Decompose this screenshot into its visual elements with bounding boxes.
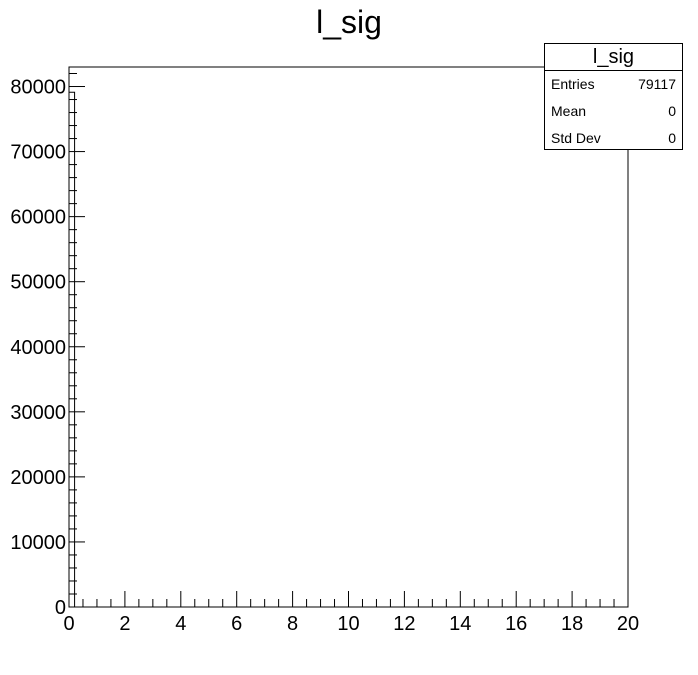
x-tick-label: 12 bbox=[393, 613, 415, 635]
stats-mean-value: 0 bbox=[668, 103, 676, 119]
stats-entries-value: 79117 bbox=[638, 76, 676, 92]
x-tick-label: 0 bbox=[63, 613, 74, 635]
x-tick-label: 6 bbox=[231, 613, 242, 635]
y-tick-label: 0 bbox=[55, 597, 66, 619]
y-tick-label: 60000 bbox=[10, 207, 66, 229]
y-tick-label: 50000 bbox=[10, 272, 66, 294]
stats-box-title: l_sig bbox=[545, 44, 682, 71]
x-tick-label: 10 bbox=[337, 613, 359, 635]
histogram-bin bbox=[68, 91, 76, 607]
x-tick-label: 2 bbox=[119, 613, 130, 635]
x-tick-label: 14 bbox=[449, 613, 471, 635]
y-tick-label: 70000 bbox=[10, 142, 66, 164]
x-axis-ticks bbox=[68, 591, 629, 607]
x-axis-tick-labels: 0 2 4 6 8 10 12 14 16 18 20 bbox=[63, 613, 639, 635]
y-axis-tick-labels: 0 10000 20000 30000 40000 50000 60000 70000 8000… bbox=[10, 77, 66, 619]
y-tick-label: 20000 bbox=[10, 467, 66, 489]
stats-mean-label: Mean bbox=[551, 103, 587, 119]
chart-title: l_sig bbox=[316, 4, 382, 40]
y-axis-ticks bbox=[69, 73, 85, 608]
y-tick-label: 80000 bbox=[10, 77, 66, 99]
x-tick-label: 8 bbox=[287, 613, 298, 635]
stats-box: l_sig Entries 79117 Mean 0 Std Dev 0 bbox=[544, 43, 683, 150]
x-tick-label: 18 bbox=[561, 613, 583, 635]
histogram-bars bbox=[68, 91, 76, 607]
x-tick-label: 4 bbox=[175, 613, 186, 635]
y-tick-label: 30000 bbox=[10, 402, 66, 424]
y-tick-label: 10000 bbox=[10, 532, 66, 554]
stats-entries-label: Entries bbox=[551, 76, 595, 92]
y-tick-label: 40000 bbox=[10, 337, 66, 359]
stats-row-stddev: Std Dev 0 bbox=[545, 125, 682, 152]
x-tick-label: 20 bbox=[617, 613, 639, 635]
stats-stddev-label: Std Dev bbox=[551, 130, 601, 146]
stats-row-entries: Entries 79117 bbox=[545, 71, 682, 98]
x-tick-label: 16 bbox=[505, 613, 527, 635]
stats-stddev-value: 0 bbox=[668, 130, 676, 146]
stats-row-mean: Mean 0 bbox=[545, 98, 682, 125]
